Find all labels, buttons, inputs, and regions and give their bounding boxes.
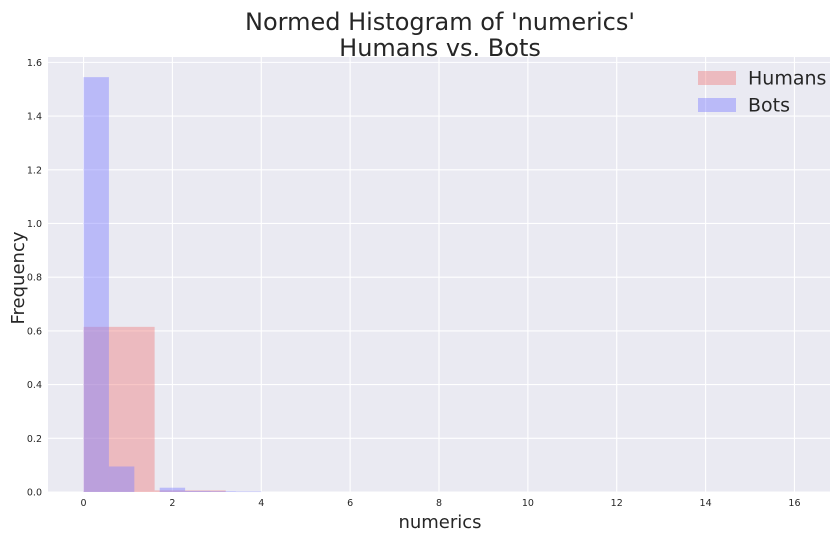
bar-bots [108,466,135,492]
bar-humans [154,490,226,492]
y-tick-label: 1.0 [27,219,42,230]
y-tick-label: 1.2 [27,165,42,176]
bar-bots [83,77,109,492]
legend: Humans Bots [698,68,826,117]
x-tick-label: 12 [611,498,623,509]
x-tick-label: 8 [436,498,442,509]
bar-bots [185,490,211,492]
x-axis-label: numerics [398,512,481,533]
tick-labels: 0 2 4 6 8 10 12 14 16 0.0 0.2 0.4 0.6 0.8 1.0 1.2 1.4 1.6 [27,58,801,509]
y-tick-label: 0.0 [27,488,42,499]
y-tick-label: 1.4 [27,112,42,123]
legend-label: Humans [748,68,826,90]
series-bots [83,77,262,493]
x-tick-label: 10 [522,498,534,509]
x-tick-label: 2 [169,498,175,509]
y-tick-label: 0.2 [27,434,42,445]
x-tick-label: 0 [81,498,87,509]
y-axis-label: Frequency [8,231,29,324]
series-humans [83,326,226,492]
legend-label: Bots [748,95,790,117]
x-tick-label: 16 [788,498,800,509]
y-tick-label: 0.4 [27,380,42,391]
x-tick-label: 4 [258,498,264,509]
bars [83,77,262,493]
legend-swatch [698,98,736,112]
y-tick-label: 1.6 [27,58,42,69]
bar-bots [235,491,262,493]
legend-swatch [698,71,736,85]
bar-bots [210,491,236,492]
y-tick-label: 0.8 [27,273,42,284]
x-tick-label: 14 [700,498,712,509]
chart-title-line-1: Normed Histogram of 'numerics' [245,8,635,36]
bar-bots [159,487,186,492]
bar-humans [83,326,155,492]
x-tick-label: 6 [347,498,353,509]
y-tick-label: 0.6 [27,326,42,337]
grid [48,57,830,493]
